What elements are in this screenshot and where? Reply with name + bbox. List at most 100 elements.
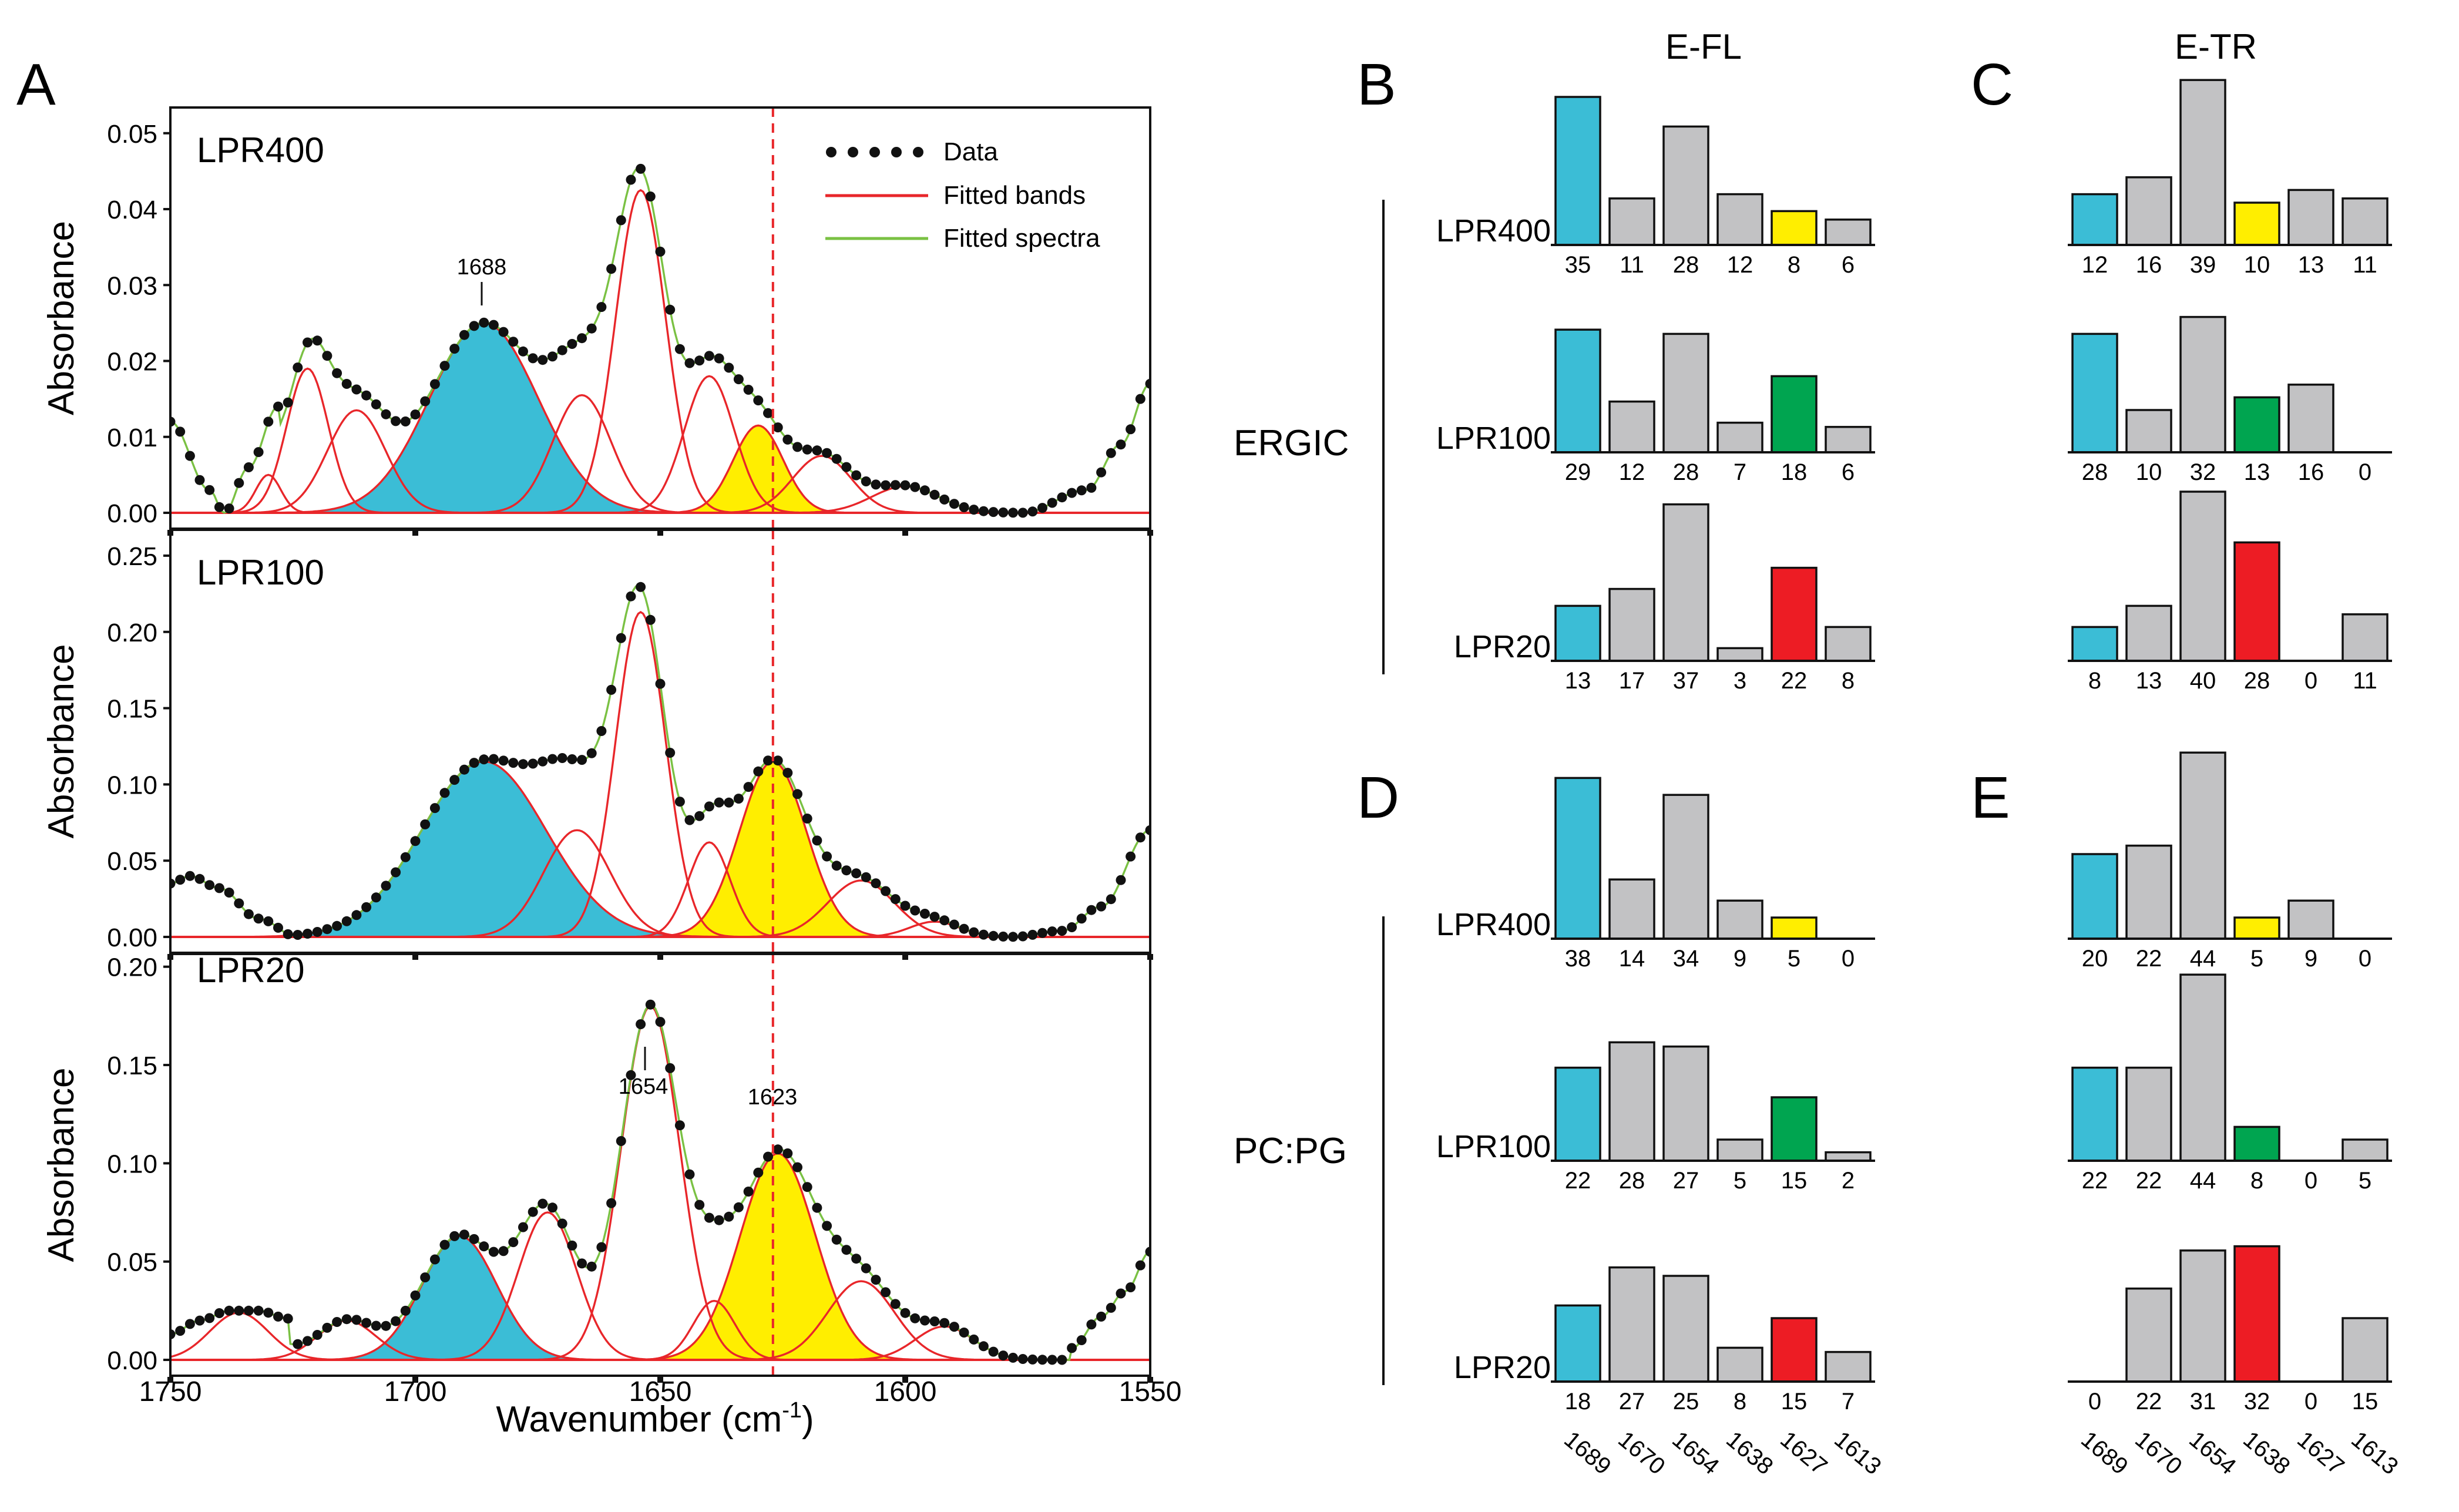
data-point	[479, 754, 489, 765]
data-point	[1145, 825, 1150, 835]
data-point	[1008, 932, 1018, 942]
data-point	[577, 1258, 587, 1269]
data-point	[459, 1229, 469, 1240]
bar-1670	[2125, 1066, 2172, 1162]
bar-1654	[1662, 503, 1709, 662]
data-point	[1027, 929, 1038, 940]
bar-1689	[1554, 1066, 1601, 1162]
efl-title: E-FL	[1665, 27, 1742, 66]
data-point	[1086, 1319, 1097, 1330]
data-point	[410, 409, 421, 420]
data-point	[547, 1202, 557, 1213]
bar-1638	[1716, 1138, 1763, 1162]
data-point	[469, 321, 479, 331]
group-label-pcpg: PC:PG	[1234, 1131, 1347, 1171]
data-point	[596, 726, 607, 736]
data-point	[303, 1336, 313, 1346]
data-point	[488, 754, 499, 764]
data-point	[1047, 498, 1057, 508]
data-point	[772, 755, 783, 766]
bar-1670	[2125, 604, 2172, 662]
data-point	[606, 684, 617, 695]
data-point	[919, 485, 930, 496]
data-point	[312, 335, 323, 346]
data-point	[459, 764, 469, 775]
bar-value-label: 13	[2136, 668, 2162, 694]
category-label: 1613	[1829, 1426, 1886, 1480]
data-point	[724, 362, 734, 373]
data-point	[371, 892, 381, 903]
data-point	[841, 462, 852, 472]
bar-value-label: 10	[2136, 459, 2162, 485]
data-point	[351, 384, 362, 395]
bar-value-label: 2	[1842, 1168, 1855, 1194]
bar-value-label: 5	[2359, 1168, 2371, 1194]
panel-label-d: D	[1357, 765, 1399, 831]
bar-1613	[1825, 219, 1872, 246]
bar-1627	[2287, 899, 2334, 940]
fitted-band-1640	[170, 841, 1150, 938]
data-point	[528, 758, 538, 769]
data-point	[949, 499, 959, 509]
category-label: 1613	[2346, 1426, 2403, 1480]
x-tick	[657, 530, 663, 536]
bar-value-label: 44	[2190, 946, 2216, 972]
y-tick-label: 0.15	[107, 1051, 157, 1080]
data-point	[224, 1305, 234, 1316]
category-label: 1627	[2292, 1426, 2349, 1480]
data-point	[1145, 378, 1150, 389]
bar-1654	[2179, 973, 2226, 1162]
data-point	[929, 1316, 940, 1326]
bar-1670	[2125, 844, 2172, 940]
data-point	[214, 883, 224, 893]
spectra-panel: 0.00 0.01 0.02 0.03 0.04 0.05 Absorbance LPR400…	[41, 106, 1181, 1407]
bar-value-label: 39	[2190, 252, 2216, 278]
y-tick-label: 0.02	[107, 348, 157, 377]
data-point	[1106, 448, 1116, 458]
bar-value-label: 17	[1619, 668, 1645, 694]
data-point	[303, 929, 313, 939]
bar-1654	[2179, 79, 2226, 246]
data-point	[429, 803, 440, 814]
x-tick	[412, 954, 418, 960]
data-point	[998, 1350, 1009, 1361]
data-point	[724, 797, 734, 808]
data-point	[704, 801, 714, 812]
bar-value-label: 31	[2190, 1389, 2216, 1414]
data-point	[1037, 1355, 1047, 1365]
bar-value-label: 27	[1619, 1389, 1645, 1414]
bar-value-label: 22	[1565, 1168, 1591, 1194]
bar-1627	[1771, 210, 1818, 246]
bar-value-label: 0	[2359, 459, 2371, 485]
data-point	[900, 480, 911, 490]
data-point	[1067, 488, 1077, 498]
data-point	[1135, 832, 1145, 843]
data-point	[557, 753, 567, 763]
x-tick	[657, 954, 663, 960]
data-point	[714, 1215, 724, 1225]
bar-value-label: 0	[2359, 946, 2371, 972]
bar-value-label: 15	[1781, 1168, 1808, 1194]
bar-1638	[2233, 1245, 2280, 1383]
data-point	[586, 748, 597, 758]
x-tick-label: 1650	[629, 1376, 692, 1407]
x-axis-label: Wavenumber (cm-1)	[496, 1398, 814, 1440]
bar-value-label: 12	[1727, 252, 1753, 278]
bar-value-label: 5	[1734, 1168, 1746, 1194]
bar-1670	[1608, 878, 1655, 940]
data-point	[733, 374, 744, 385]
data-point	[881, 480, 891, 490]
data-point	[332, 1317, 342, 1327]
data-point	[322, 351, 332, 361]
data-point	[1096, 467, 1107, 478]
data-point	[538, 355, 548, 365]
data-point	[1027, 506, 1038, 517]
bar-value-label: 0	[2305, 1389, 2317, 1414]
bar-1670	[1608, 400, 1655, 453]
y-tick-label: 0.20	[107, 953, 157, 982]
data-point	[410, 836, 421, 846]
bar-1689	[1554, 777, 1601, 940]
bar-value-label: 16	[2136, 252, 2162, 278]
data-point	[831, 1234, 842, 1245]
bar-1613	[1825, 426, 1872, 453]
